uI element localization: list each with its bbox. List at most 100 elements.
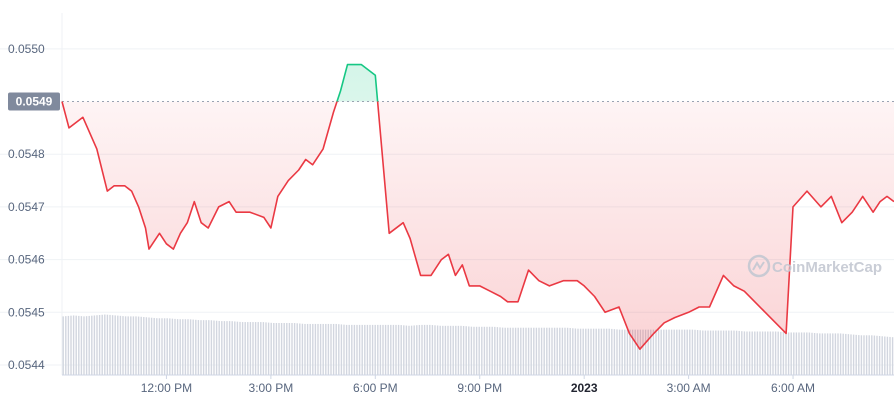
- volume-bar: [161, 318, 163, 375]
- volume-bar: [655, 329, 657, 375]
- volume-bar: [88, 315, 90, 375]
- volume-bar: [889, 336, 891, 375]
- volume-bar: [837, 333, 839, 375]
- volume-bar: [304, 323, 306, 375]
- volume-bar: [748, 331, 751, 375]
- volume-bar: [93, 315, 96, 375]
- volume-bar: [174, 318, 176, 375]
- volume-bar: [468, 326, 470, 375]
- volume-bar: [793, 332, 795, 375]
- volume-bar: [382, 324, 384, 375]
- volume-bar: [696, 330, 699, 375]
- volume-bar: [743, 331, 746, 375]
- volume-bar: [202, 320, 205, 375]
- volume-bar: [800, 332, 803, 375]
- price-line-below: [61, 101, 894, 350]
- volume-bar: [478, 326, 480, 375]
- volume-bar: [403, 325, 405, 375]
- volume-bar: [273, 322, 275, 375]
- volume-bar: [119, 315, 122, 375]
- volume-bar: [70, 315, 72, 375]
- volume-bar: [694, 329, 696, 375]
- volume-bar: [637, 329, 639, 375]
- volume-bar: [169, 318, 171, 375]
- volume-bar: [247, 322, 249, 375]
- volume-bar: [561, 327, 564, 375]
- volume-bar: [452, 325, 454, 375]
- volume-bar: [215, 320, 218, 375]
- volume-bar: [816, 333, 818, 375]
- volume-bar: [720, 330, 722, 375]
- volume-bar: [608, 328, 610, 375]
- volume-bar: [130, 316, 132, 375]
- volume-bar: [819, 333, 821, 375]
- x-tick-label: 2023: [571, 381, 598, 395]
- volume-bar: [891, 337, 894, 375]
- volume-bar: [715, 330, 717, 375]
- volume-bar: [153, 317, 155, 375]
- volume-bar: [236, 321, 239, 375]
- volume-bar: [436, 325, 439, 375]
- volume-bar: [293, 323, 296, 375]
- volume-bar: [195, 319, 197, 375]
- volume-bar: [761, 331, 764, 375]
- x-tick-label: 6:00 PM: [353, 381, 398, 395]
- volume-bar: [683, 329, 686, 375]
- volume-bar: [686, 329, 688, 375]
- volume-bar: [486, 326, 488, 375]
- volume-bar: [668, 329, 670, 375]
- volume-bar: [345, 324, 348, 375]
- volume-bar: [488, 326, 491, 375]
- volume-bar: [566, 327, 569, 375]
- volume-bar: [475, 326, 478, 375]
- volume-bar: [556, 327, 558, 375]
- volume-bar: [540, 327, 543, 375]
- volume-bar: [371, 324, 374, 375]
- volume-bar: [876, 335, 878, 375]
- volume-bar: [447, 325, 449, 375]
- volume-bar: [111, 315, 114, 375]
- volume-bar: [886, 336, 889, 375]
- volume-bar: [491, 326, 493, 375]
- reference-badge-label: 0.0549: [16, 95, 53, 109]
- volume-bar: [301, 323, 304, 375]
- volume-bar: [397, 324, 400, 375]
- volume-bar: [122, 316, 124, 375]
- volume-bar: [845, 333, 847, 375]
- volume-bar: [572, 328, 574, 375]
- volume-bar: [585, 328, 587, 375]
- volume-bar: [109, 314, 111, 375]
- volume-bar: [330, 323, 332, 375]
- volume-bar: [358, 324, 361, 375]
- volume-bar: [465, 326, 467, 375]
- volume-bar: [644, 329, 647, 375]
- volume-bar: [881, 336, 883, 375]
- volume-bar: [808, 332, 811, 375]
- volume-bar: [884, 336, 886, 375]
- volume-bar: [878, 336, 881, 375]
- volume-bar: [197, 320, 200, 375]
- volume-bar: [262, 322, 265, 375]
- volume-bar: [538, 327, 540, 375]
- volume-bar: [67, 315, 70, 375]
- volume-bar: [650, 329, 652, 375]
- volume-bar: [267, 322, 270, 375]
- volume-bar: [689, 329, 691, 375]
- volume-bar: [657, 329, 660, 375]
- volume-bar: [288, 322, 291, 375]
- volume-bar: [751, 331, 753, 375]
- volume-bar: [852, 334, 855, 375]
- volume-bar: [374, 324, 376, 375]
- volume-bar: [280, 322, 283, 375]
- volume-bar: [728, 330, 730, 375]
- volume-bar: [790, 332, 792, 375]
- volume-bar: [509, 327, 512, 375]
- volume-bar: [317, 323, 319, 375]
- volume-bar: [296, 323, 298, 375]
- volume-bar: [431, 325, 434, 375]
- volume-bar: [673, 329, 675, 375]
- volume-bar: [226, 321, 228, 375]
- volume-bar: [265, 322, 267, 375]
- volume-bar: [104, 314, 106, 375]
